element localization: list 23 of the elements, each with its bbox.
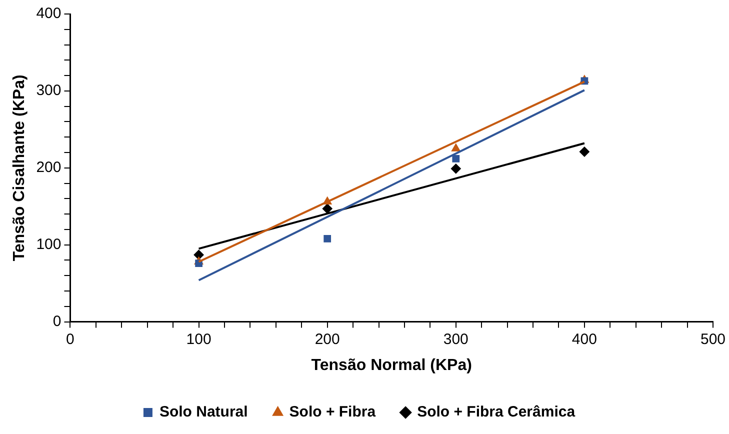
y-tick-label: 0 [52, 312, 62, 330]
point [324, 235, 332, 242]
x-tick-label: 0 [66, 330, 74, 348]
y-tick-label: 300 [36, 82, 62, 100]
y-axis-title: Tensão Cisalhante (KPa) [11, 74, 28, 262]
legend-label: Solo Natural [159, 404, 248, 421]
x-tick-label: 200 [314, 330, 340, 348]
point [322, 204, 332, 214]
legend-label: Solo + Fibra [289, 404, 376, 421]
y-tick-label: 400 [36, 5, 62, 22]
x-tick-label: 300 [443, 330, 468, 348]
x-tick-label: 400 [572, 330, 597, 348]
x-tick-label: 100 [186, 330, 212, 348]
y-tick-label: 100 [36, 236, 62, 253]
point [452, 154, 460, 162]
y-tick-label: 200 [36, 159, 62, 176]
point [450, 164, 461, 174]
x-axis-title: Tensão Normal (KPa) [311, 356, 472, 374]
point [194, 250, 204, 260]
legend-label: Solo + Fibra Cerâmica [417, 404, 576, 421]
x-tick-label: 500 [700, 330, 726, 348]
point [451, 144, 460, 152]
point [579, 146, 590, 157]
